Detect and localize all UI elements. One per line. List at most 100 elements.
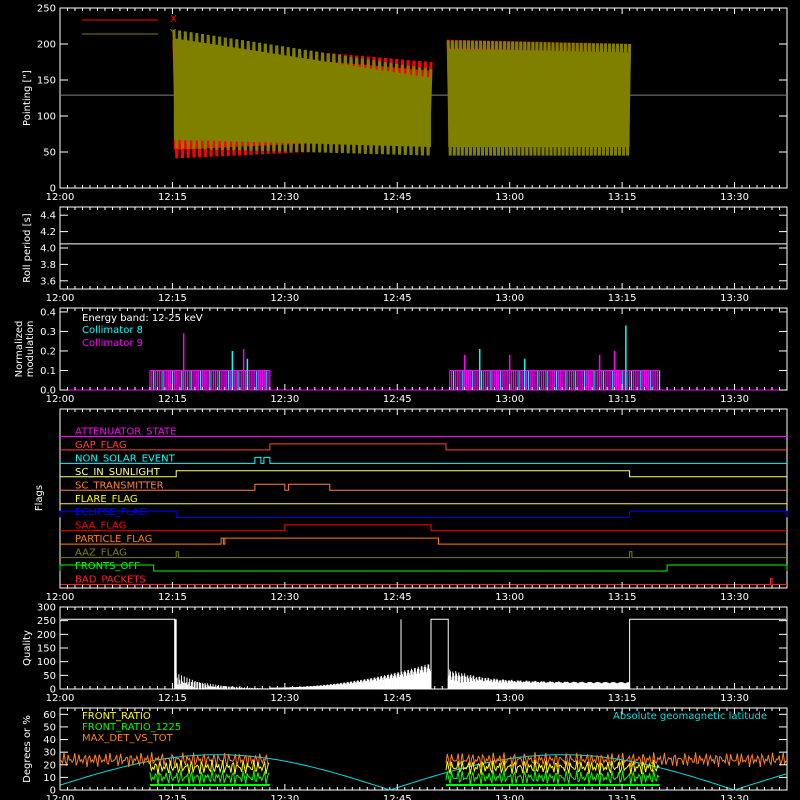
flag-label: PARTICLE_FLAG bbox=[75, 534, 152, 545]
time-tick-label: 13:30 bbox=[720, 293, 749, 304]
flag-label: NON_SOLAR_EVENT bbox=[75, 453, 176, 464]
y-tick-label: 4.4 bbox=[40, 211, 56, 222]
legend-collimator-9: Collimator 9 bbox=[82, 338, 143, 349]
y-tick-label: 3.8 bbox=[40, 260, 56, 271]
y-tick-label: 4.0 bbox=[40, 244, 56, 255]
flag-label: AAZ_FLAG bbox=[75, 548, 127, 559]
y-tick-label: 30 bbox=[43, 748, 56, 759]
time-tick-label: 12:45 bbox=[383, 293, 412, 304]
y-tick-label: 0.1 bbox=[40, 366, 56, 377]
y-tick-label: 0.0 bbox=[40, 386, 56, 397]
y-tick-label: 250 bbox=[37, 4, 56, 15]
flags-panel-frame bbox=[59, 408, 788, 589]
quality-spike bbox=[174, 619, 177, 689]
y-tick-label: 50 bbox=[43, 722, 56, 733]
time-tick-label: 13:15 bbox=[608, 394, 637, 405]
y-tick-label: 0.3 bbox=[40, 327, 56, 338]
y-tick-label: 3.6 bbox=[40, 276, 56, 287]
legend-x-label: X bbox=[170, 14, 177, 25]
modulation-ylabel-line1: Normalized bbox=[14, 321, 25, 378]
time-tick-label: 12:30 bbox=[270, 794, 299, 800]
modulation-energy-band: Energy band: 12-25 keV bbox=[82, 313, 203, 324]
time-tick-label: 13:00 bbox=[495, 293, 524, 304]
time-tick-label: 13:00 bbox=[495, 592, 524, 603]
time-tick-label: 13:30 bbox=[720, 693, 749, 704]
geomagnetic-latitude-label: Absolute geomagnetic latitude bbox=[613, 711, 767, 722]
flag-label: FRONTS_OFF bbox=[75, 561, 140, 572]
time-tick-label: 12:30 bbox=[270, 693, 299, 704]
y-tick-label: 0 bbox=[50, 786, 56, 797]
y-tick-label: 60 bbox=[43, 710, 56, 721]
time-tick-label: 12:00 bbox=[46, 592, 75, 603]
time-tick-label: 12:00 bbox=[46, 192, 75, 203]
time-tick-label: 12:30 bbox=[270, 293, 299, 304]
legend-collimator-8: Collimator 8 bbox=[82, 325, 143, 336]
time-tick-label: 12:15 bbox=[158, 592, 187, 603]
flag-trace bbox=[60, 470, 787, 478]
y-tick-label: 200 bbox=[37, 40, 56, 51]
quality-trace bbox=[629, 618, 786, 689]
roll-panel-frame bbox=[59, 206, 788, 290]
y-tick-label: 40 bbox=[43, 735, 56, 746]
flag-label: ATTENUATOR_STATE bbox=[75, 426, 176, 437]
pointing-series-y-band bbox=[448, 49, 630, 147]
quality-ylabel: Quality bbox=[22, 630, 33, 666]
y-tick-label: 0 bbox=[50, 685, 56, 696]
flag-trace bbox=[59, 510, 788, 518]
legend-front-ratio: FRONT_RATIO bbox=[82, 711, 151, 722]
flag-trace bbox=[60, 443, 787, 451]
ratios-ylabel: Degrees or % bbox=[22, 715, 33, 783]
time-tick-label: 12:30 bbox=[270, 592, 299, 603]
quality-gap-block bbox=[430, 618, 449, 689]
flag-trace bbox=[60, 537, 787, 545]
flags-plot: ATTENUATOR_STATE GAP_FLAG NON_SOLAR_EVENT S… bbox=[59, 426, 788, 586]
time-tick-label: 12:30 bbox=[270, 394, 299, 405]
pointing-plot bbox=[60, 29, 787, 159]
y-tick-label: 50 bbox=[43, 671, 56, 682]
time-tick-label: 12:15 bbox=[158, 293, 187, 304]
flag-trace bbox=[60, 483, 787, 491]
legend-max-det-vs-tot: MAX_DET_VS_TOT bbox=[82, 733, 174, 744]
pointing-series-y-segment bbox=[172, 29, 433, 156]
flags-ylabel: Flags bbox=[34, 485, 45, 511]
time-tick-label: 12:15 bbox=[158, 794, 187, 800]
time-tick-label: 12:00 bbox=[46, 693, 75, 704]
pointing-series-y-band bbox=[173, 38, 431, 148]
time-tick-label: 12:45 bbox=[383, 693, 412, 704]
flag-label: GAP_FLAG bbox=[75, 440, 127, 451]
ratios-panel-frame bbox=[59, 707, 788, 791]
time-tick-label: 13:00 bbox=[495, 794, 524, 800]
front-ratio-1225-line bbox=[149, 769, 660, 785]
y-tick-label: 0.4 bbox=[40, 307, 56, 318]
legend-front-ratio-1225: FRONT_RATIO_1225 bbox=[82, 722, 181, 733]
y-tick-label: 0.2 bbox=[40, 346, 56, 357]
flag-label: BAD_PACKETS bbox=[75, 575, 146, 586]
front-ratio-line bbox=[149, 759, 660, 775]
time-tick-label: 13:30 bbox=[720, 794, 749, 800]
quality-trace bbox=[61, 618, 176, 689]
pointing-panel-frame bbox=[59, 7, 788, 189]
time-tick-label: 13:00 bbox=[495, 394, 524, 405]
y-tick-label: 300 bbox=[37, 603, 56, 614]
time-tick-label: 12:00 bbox=[46, 794, 75, 800]
y-tick-label: 250 bbox=[37, 616, 56, 627]
flag-label: SC_TRANSMITTER bbox=[75, 480, 164, 491]
flag-label: FLARE_FLAG bbox=[75, 494, 138, 505]
time-tick-label: 12:45 bbox=[383, 394, 412, 405]
flag-trace bbox=[60, 578, 787, 585]
y-tick-label: 100 bbox=[37, 657, 56, 668]
y-tick-label: 150 bbox=[37, 76, 56, 87]
time-tick-label: 13:15 bbox=[608, 592, 637, 603]
time-tick-label: 12:30 bbox=[270, 192, 299, 203]
time-tick-label: 13:15 bbox=[608, 192, 637, 203]
time-tick-label: 12:00 bbox=[46, 293, 75, 304]
time-tick-label: 13:15 bbox=[608, 693, 637, 704]
time-tick-label: 12:15 bbox=[158, 394, 187, 405]
y-tick-label: 0 bbox=[50, 184, 56, 195]
modulation-plot bbox=[60, 325, 787, 391]
geomagnetic-latitude-line bbox=[59, 754, 788, 791]
time-tick-label: 12:45 bbox=[383, 794, 412, 800]
time-tick-label: 13:30 bbox=[720, 192, 749, 203]
time-tick-label: 13:15 bbox=[608, 293, 637, 304]
flag-trace bbox=[60, 551, 787, 559]
